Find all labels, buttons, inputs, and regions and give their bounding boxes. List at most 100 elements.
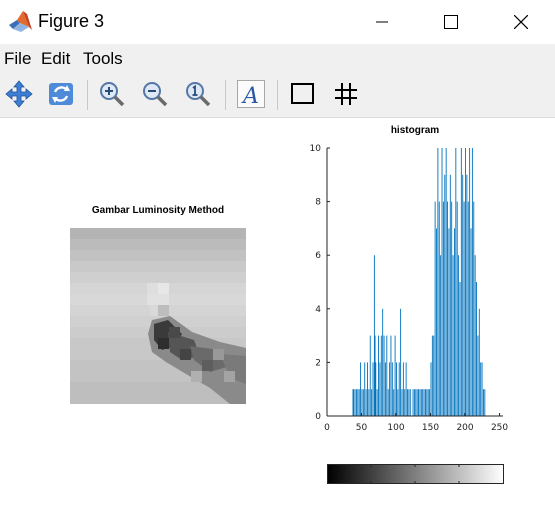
histogram-bar	[448, 228, 450, 416]
histogram-bar	[427, 389, 429, 416]
menu-bar: File Edit Tools	[0, 44, 555, 72]
menu-file[interactable]: File	[4, 49, 32, 68]
histogram-bar	[434, 201, 436, 416]
y-tick-label: 0	[315, 412, 321, 422]
histogram-bar	[466, 174, 468, 416]
histogram-bar	[361, 389, 363, 416]
legend-box-button[interactable]	[286, 77, 320, 111]
x-tick-label: 0	[324, 423, 330, 433]
menu-edit[interactable]: Edit	[41, 49, 71, 68]
histogram-bar	[445, 148, 447, 416]
grid-button[interactable]	[329, 77, 363, 111]
histogram-bar	[429, 389, 431, 416]
histogram-bar	[478, 308, 480, 416]
histogram-bar	[357, 389, 359, 416]
toolbar-separator	[225, 80, 226, 110]
histogram-bar	[469, 148, 471, 416]
zoom-out-button[interactable]	[138, 77, 172, 111]
histogram-bar	[404, 389, 406, 416]
rotate-icon	[49, 83, 73, 105]
histogram-bar	[437, 148, 439, 416]
histogram-bar	[423, 389, 425, 416]
menu-tools[interactable]: Tools	[83, 49, 123, 68]
histogram-bar	[378, 335, 379, 416]
histogram-bar	[451, 201, 453, 416]
x-tick-label: 250	[491, 423, 508, 433]
histogram-bar	[484, 389, 486, 416]
histogram-bar	[476, 282, 477, 416]
histogram-bar	[353, 389, 355, 416]
histogram-bar	[420, 389, 422, 416]
histogram-bar	[369, 335, 371, 416]
histogram-bar	[444, 174, 446, 416]
histogram-bar	[401, 389, 403, 416]
histogram-bar	[422, 389, 424, 416]
maximize-icon	[444, 15, 458, 29]
histogram-bar	[413, 389, 415, 416]
histogram-bar	[425, 389, 426, 416]
histogram-bar	[433, 335, 435, 416]
histogram-bar	[416, 389, 418, 416]
rotate-button[interactable]	[44, 77, 78, 111]
histogram-bar	[364, 362, 366, 416]
histogram-bar	[402, 362, 404, 416]
y-tick-label: 2	[315, 358, 321, 368]
histogram-bar	[474, 255, 476, 416]
histogram-bar	[467, 201, 469, 416]
histogram-bar	[372, 362, 374, 416]
histogram-bar	[419, 389, 421, 416]
histogram-bar	[382, 308, 384, 416]
y-tick-label: 6	[315, 251, 321, 261]
zoom-in-button[interactable]	[95, 77, 129, 111]
histogram-bar	[426, 389, 428, 416]
histogram-bar	[481, 362, 483, 416]
close-button[interactable]	[498, 0, 544, 44]
insert-text-button[interactable]: A	[234, 77, 268, 111]
histogram-bar	[477, 335, 479, 416]
histogram-bar	[441, 148, 443, 416]
histogram-bar	[460, 148, 462, 416]
maximize-button[interactable]	[428, 0, 474, 44]
histogram-bar	[471, 148, 473, 416]
histogram-bar	[389, 362, 391, 416]
minimize-button[interactable]	[359, 0, 405, 44]
image-axes-title: Gambar Luminosity Method	[91, 205, 225, 216]
histogram-bar	[408, 389, 410, 416]
histogram-bar	[394, 335, 396, 416]
histogram-bar	[360, 362, 362, 416]
histogram-bar	[380, 335, 382, 416]
text-insert-icon: A	[237, 80, 265, 109]
y-tick-label: 8	[315, 198, 321, 208]
grid-icon	[335, 83, 357, 105]
histogram-bar	[430, 362, 432, 416]
x-tick-label: 50	[356, 423, 368, 433]
histogram-bar	[405, 362, 407, 416]
histogram-bar	[447, 201, 448, 416]
pan-button[interactable]	[2, 77, 36, 111]
zoom-reset-button[interactable]	[181, 77, 215, 111]
histogram-bar	[367, 362, 368, 416]
zoom-reset-icon	[186, 82, 211, 107]
histogram-bar	[398, 362, 400, 416]
histogram-bar	[387, 389, 389, 416]
histogram-bar	[384, 362, 386, 416]
histogram-bar	[438, 201, 440, 416]
histogram-bar	[470, 228, 472, 416]
histogram-bar	[442, 201, 444, 416]
histogram-bar	[391, 362, 393, 416]
histogram-bar	[459, 282, 461, 416]
histogram-bar	[463, 201, 465, 416]
figure-canvas: Gambar Luminosity Method	[0, 118, 555, 525]
y-tick-label: 4	[315, 305, 321, 315]
histogram-bar	[397, 389, 399, 416]
histogram-bars	[352, 148, 486, 416]
window-title: Figure 3	[38, 11, 105, 31]
title-bar: Figure 3	[0, 0, 555, 44]
histogram-bar	[412, 389, 414, 416]
histogram-bar	[462, 174, 464, 416]
histogram-bar	[358, 389, 360, 416]
histogram-bar	[431, 335, 433, 416]
toolbar-separator	[87, 80, 88, 110]
